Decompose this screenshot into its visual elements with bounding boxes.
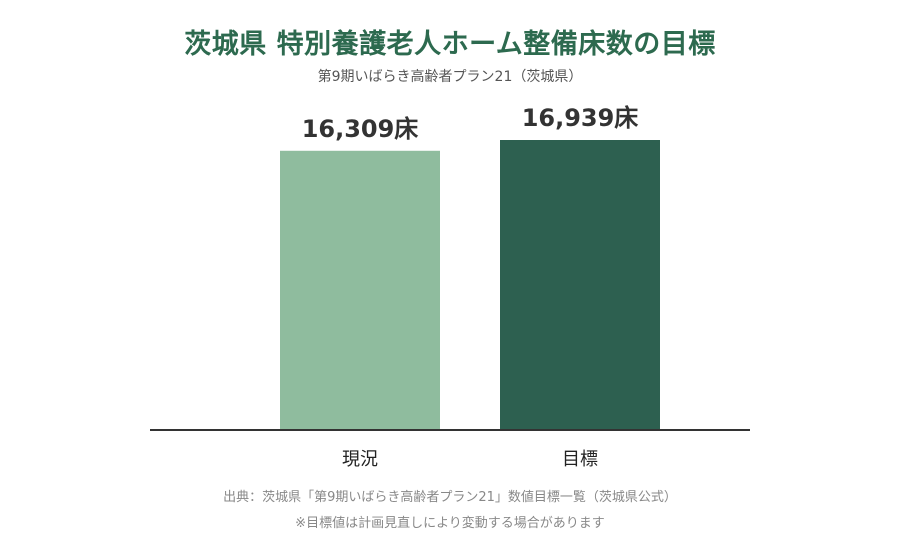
x-tick-label: 目標 xyxy=(562,449,598,470)
bar-value-label: 16,939床 xyxy=(522,104,639,132)
chart-subtitle: 第9期いばらき高齢者プラン21（茨城県） xyxy=(317,69,583,85)
chart-title: 茨城県 特別養護老人ホーム整備床数の目標 xyxy=(184,29,716,60)
bar-value-label: 16,309床 xyxy=(302,115,419,143)
bar-current xyxy=(280,150,440,430)
disclaimer-note: ※目標値は計画見直しにより変動する場合があります xyxy=(295,516,605,531)
bar-target xyxy=(500,140,660,430)
x-tick-label: 現況 xyxy=(342,449,378,470)
source-note: 出典：茨城県「第9期いばらき高齢者プラン21」数値目標一覧（茨城県公式） xyxy=(223,490,677,505)
